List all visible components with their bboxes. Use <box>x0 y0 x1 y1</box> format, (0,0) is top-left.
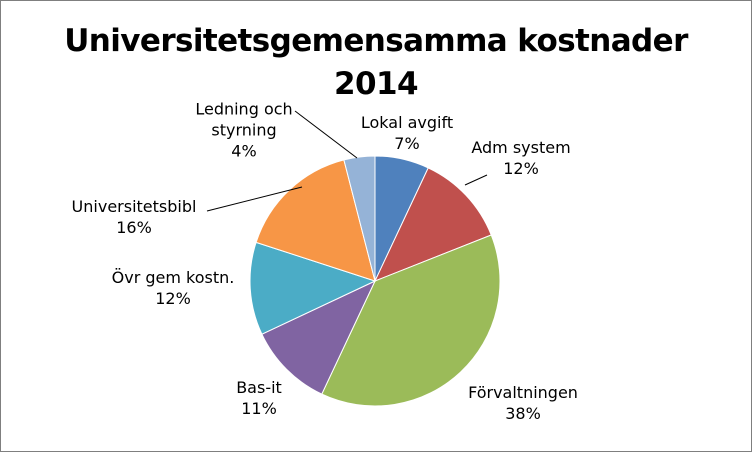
leader-line-adm-system <box>464 174 488 186</box>
chart-title-line-2: 2014 <box>334 66 418 102</box>
chart-title-line-1: Universitetsgemensamma kostnader <box>64 23 688 59</box>
data-label-percent: 12% <box>503 159 539 178</box>
data-label-name: Ledning och <box>195 99 293 119</box>
data-label-name: Bas-it <box>236 378 282 397</box>
data-label-forvaltningen: Förvaltningen 38% <box>468 382 578 424</box>
data-label-universitetsbibl: Universitetsbibl 16% <box>72 196 197 238</box>
data-label-bas-it: Bas-it 11% <box>236 377 282 419</box>
data-label-percent: 38% <box>505 404 541 423</box>
data-label-percent: 7% <box>394 134 420 153</box>
pie-slice-ledning-och-styrning <box>343 155 376 282</box>
data-label-percent: 16% <box>116 218 152 237</box>
data-label-name: Adm system <box>471 138 571 157</box>
data-label-percent: 4% <box>231 141 257 161</box>
data-label-name: Förvaltningen <box>468 383 578 402</box>
data-label-adm-system: Adm system 12% <box>471 137 570 179</box>
pie-slice-bas-it <box>261 279 377 395</box>
leader-line-ledning-och-styrning <box>294 110 358 159</box>
data-label-name: Övr gem kostn. <box>111 268 235 287</box>
data-label-percent: 11% <box>241 399 277 418</box>
pie-slice-adm-system <box>374 167 492 282</box>
data-label-lokal-avgift: Lokal avgift 7% <box>361 112 453 154</box>
data-label-name: Lokal avgift <box>360 113 454 132</box>
pie-slice-ovr-gem-kostn <box>249 241 377 335</box>
data-label-percent: 12% <box>155 289 191 308</box>
data-label-ledning-och-styrning: Ledning och styrning 4% <box>195 99 292 162</box>
leader-line-universitetsbibl <box>206 186 303 212</box>
data-label-ovr-gem-kostn: Övr gem kostn. 12% <box>112 267 235 309</box>
chart-title: Universitetsgemensamma kostnader 2014 <box>0 20 752 106</box>
data-label-name: Universitetsbibl <box>71 197 197 216</box>
data-label-name: styrning <box>211 120 277 140</box>
pie-slice-forvaltningen <box>321 234 501 407</box>
